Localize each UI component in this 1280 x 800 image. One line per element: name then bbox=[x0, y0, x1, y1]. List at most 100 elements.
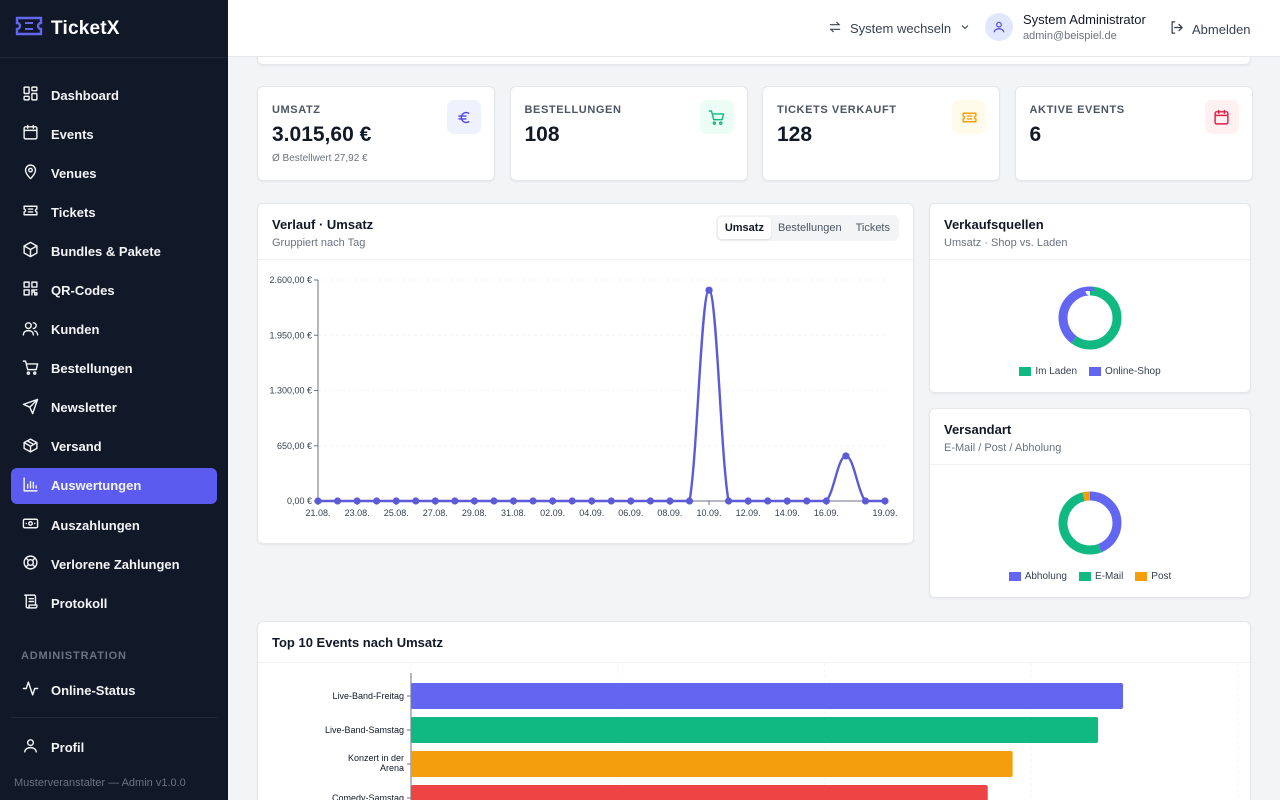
sidebar-item-online-status[interactable]: Online-Status bbox=[11, 672, 217, 708]
card-subtitle: Gruppiert nach Tag bbox=[272, 237, 366, 249]
sidebar-item-tickets[interactable]: Tickets bbox=[11, 194, 217, 230]
brand[interactable]: TicketX bbox=[0, 0, 228, 57]
logout-button[interactable]: Abmelden bbox=[1169, 20, 1251, 38]
data-point[interactable] bbox=[822, 497, 830, 505]
data-point[interactable] bbox=[666, 497, 674, 505]
cart-icon bbox=[22, 359, 39, 379]
section-label-administration: ADMINISTRATION bbox=[21, 650, 127, 662]
legend-item[interactable]: Abholung bbox=[1008, 571, 1067, 582]
sidebar-item-versand[interactable]: Versand bbox=[11, 429, 217, 465]
legend-item[interactable]: Post bbox=[1135, 571, 1171, 582]
system-switch-button[interactable]: System wechseln bbox=[828, 20, 971, 37]
brand-name: TicketX bbox=[51, 17, 120, 39]
legend-item[interactable]: Im Laden bbox=[1019, 366, 1077, 377]
data-point[interactable] bbox=[744, 497, 752, 505]
user-menu[interactable]: System Administrator admin@beispiel.de bbox=[985, 12, 1146, 42]
bar[interactable] bbox=[411, 683, 1123, 709]
sidebar-item-venues[interactable]: Venues bbox=[11, 155, 217, 191]
data-point[interactable] bbox=[451, 497, 459, 505]
sidebar-item-label: Auswertungen bbox=[51, 478, 142, 494]
divider bbox=[930, 259, 1250, 260]
sidebar-item-auswertungen[interactable]: Auswertungen bbox=[11, 467, 217, 504]
sidebar-item-auszahlungen[interactable]: Auszahlungen bbox=[11, 507, 217, 543]
sidebar-item-label: QR-Codes bbox=[51, 282, 115, 298]
filter-card bbox=[257, 57, 1251, 65]
data-point[interactable] bbox=[353, 497, 361, 505]
sidebar-item-events[interactable]: Events bbox=[11, 116, 217, 152]
data-point[interactable] bbox=[333, 497, 342, 505]
data-point[interactable] bbox=[470, 497, 479, 505]
x-tick-label: 12.09. bbox=[736, 508, 761, 518]
main-content: UMSATZ 3.015,60 € Ø Bestellwert 27,92 € BES… bbox=[228, 57, 1280, 800]
data-point[interactable] bbox=[392, 497, 400, 505]
sidebar-item-dashboard[interactable]: Dashboard bbox=[11, 77, 217, 113]
slice-post[interactable] bbox=[1058, 491, 1122, 555]
data-point[interactable] bbox=[568, 497, 576, 505]
data-point[interactable] bbox=[705, 286, 713, 294]
shipping-donut bbox=[1058, 491, 1122, 555]
top-events-card: Top 10 Events nach Umsatz Live-Band-Frei… bbox=[257, 621, 1251, 800]
divider bbox=[258, 259, 913, 260]
main-nav: Dashboard Events Venues Tickets Bundles & Pa… bbox=[11, 77, 217, 624]
data-point[interactable] bbox=[783, 497, 791, 505]
sidebar-item-label: Newsletter bbox=[51, 400, 117, 416]
data-point[interactable] bbox=[881, 497, 889, 505]
category-label: Live-Band-Freitag bbox=[332, 691, 404, 701]
data-point[interactable] bbox=[314, 497, 322, 505]
data-point[interactable] bbox=[646, 497, 654, 505]
sidebar-item-protokoll[interactable]: Protokoll bbox=[11, 585, 217, 621]
data-point[interactable] bbox=[431, 497, 439, 505]
bar[interactable] bbox=[411, 751, 1013, 777]
profile-nav: Profil bbox=[11, 729, 217, 768]
sidebar-item-bundles-pakete[interactable]: Bundles & Pakete bbox=[11, 233, 217, 269]
data-point[interactable] bbox=[509, 497, 518, 505]
data-point[interactable] bbox=[627, 497, 635, 505]
data-point[interactable] bbox=[607, 497, 615, 505]
sidebar-item-profil[interactable]: Profil bbox=[11, 729, 217, 765]
bar[interactable] bbox=[411, 785, 988, 800]
x-tick-label: 25.08. bbox=[384, 508, 409, 518]
data-point[interactable] bbox=[490, 497, 498, 505]
scroll-icon bbox=[22, 593, 39, 613]
data-point[interactable] bbox=[724, 497, 733, 505]
system-switch-label: System wechseln bbox=[850, 21, 952, 36]
kpi-card-aktive-events: AKTIVE EVENTS 6 bbox=[1014, 86, 1253, 181]
data-point[interactable] bbox=[803, 497, 811, 505]
tab-bestellungen[interactable]: Bestellungen bbox=[777, 222, 842, 234]
data-point[interactable] bbox=[529, 497, 537, 505]
data-point[interactable] bbox=[764, 497, 772, 505]
y-tick-label: 2.600,00 € bbox=[269, 275, 312, 285]
series-line bbox=[318, 288, 885, 503]
card-title: Verkaufsquellen bbox=[944, 217, 1044, 232]
bar[interactable] bbox=[411, 717, 1099, 743]
sidebar-item-bestellungen[interactable]: Bestellungen bbox=[11, 351, 217, 387]
sidebar-item-newsletter[interactable]: Newsletter bbox=[11, 390, 217, 426]
sidebar-item-qr-codes[interactable]: QR-Codes bbox=[11, 272, 217, 308]
data-point[interactable] bbox=[842, 452, 850, 460]
card-title: Top 10 Events nach Umsatz bbox=[272, 635, 443, 650]
data-point[interactable] bbox=[685, 497, 694, 505]
data-point[interactable] bbox=[412, 497, 420, 505]
x-tick-label: 08.09. bbox=[657, 508, 682, 518]
legend-item[interactable]: E-Mail bbox=[1078, 571, 1123, 582]
sidebar-item-verlorene-zahlungen[interactable]: Verlorene Zahlungen bbox=[11, 546, 217, 582]
data-point[interactable] bbox=[588, 497, 596, 505]
slice-online-shop[interactable] bbox=[1058, 286, 1122, 350]
user-name: System Administrator bbox=[1023, 12, 1146, 27]
x-tick-label: 31.08. bbox=[501, 508, 526, 518]
sources-donut bbox=[1058, 286, 1122, 350]
chevron-down-icon bbox=[959, 21, 971, 36]
tab-tickets[interactable]: Tickets bbox=[855, 222, 890, 234]
kpi-value: 128 bbox=[777, 123, 813, 146]
user-icon bbox=[22, 737, 39, 757]
data-point[interactable] bbox=[373, 497, 381, 505]
data-point[interactable] bbox=[549, 497, 557, 505]
card-title: Verlauf · Umsatz bbox=[272, 217, 374, 232]
tab-umsatz[interactable]: Umsatz bbox=[717, 217, 771, 239]
data-point[interactable] bbox=[861, 497, 870, 505]
legend-item[interactable]: Online-Shop bbox=[1089, 366, 1161, 377]
sidebar-item-kunden[interactable]: Kunden bbox=[11, 312, 217, 348]
dashboard-icon bbox=[22, 85, 39, 105]
slice-e-mail[interactable] bbox=[1058, 491, 1122, 555]
y-tick-label: 1.300,00 € bbox=[269, 386, 312, 396]
